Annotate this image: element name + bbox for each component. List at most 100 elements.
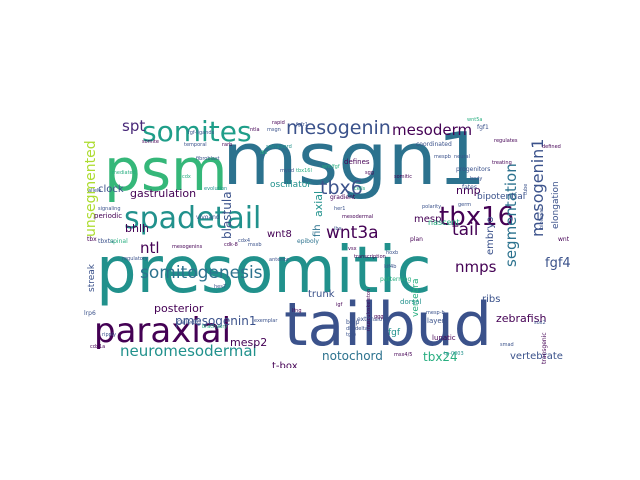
- word-progenitors: progenitors: [456, 166, 491, 173]
- word-elongation: elongation: [551, 181, 561, 229]
- word-rarb: rarb: [222, 142, 233, 148]
- word-spadetail: spadetail: [124, 201, 262, 236]
- word-tbxta: tbxta: [98, 238, 114, 245]
- word-posterior: posterior: [154, 302, 204, 315]
- word-fgf4: fgf4: [545, 256, 571, 271]
- word-wnt3a: wnt3a: [326, 223, 379, 243]
- word-cloud: presomitic msgn1 tailbud psm paraxial sp…: [82, 115, 572, 368]
- word-tgfb: tgfb: [346, 332, 357, 338]
- word-streak: streak: [87, 264, 97, 292]
- word-bipotential: bipotential: [477, 192, 526, 202]
- word-wnt: wnt: [558, 236, 570, 243]
- word-embryo: embryo: [485, 216, 496, 255]
- word-musculoskeleton: musculoskeleton: [366, 288, 372, 331]
- word-patterning: patterning: [380, 276, 412, 283]
- word-transcription: transcription: [354, 254, 386, 260]
- word-fgf: fgf: [388, 328, 401, 338]
- word-kif4b: kif4b: [384, 264, 397, 270]
- word-dlc: dlc: [260, 150, 268, 156]
- word-spt: spt: [122, 117, 146, 135]
- word-biologist: biologist: [539, 207, 545, 229]
- word-tail: tail: [452, 220, 479, 240]
- word-wnt-fgf: wnt/fgf: [322, 164, 340, 170]
- word-tbx: tbx: [87, 236, 97, 243]
- word-hoxb: hoxb: [386, 250, 399, 256]
- word-wnt5a: wnt5a: [467, 117, 483, 123]
- word-fih: fih: [312, 224, 323, 237]
- word-somites: somites: [142, 115, 252, 148]
- word-lrp6: lrp6: [84, 310, 96, 317]
- word-her1: her1: [334, 206, 346, 212]
- word-brachyury: brachyury: [202, 324, 228, 330]
- word-smad: smad: [500, 342, 514, 348]
- word-dlc-delta: dlc-delta: [346, 326, 368, 332]
- word-cdx: cdx: [182, 174, 191, 180]
- word-mesoderm: mesoderm: [392, 121, 473, 139]
- word-tp-0003: tp-0003: [444, 351, 464, 357]
- word-evolution: evolution: [204, 186, 228, 192]
- word-plan: plan: [410, 236, 423, 243]
- word-msgn1: msgn1: [222, 117, 487, 201]
- word-bmp: bmp: [346, 319, 360, 326]
- word-paraxial: paraxial: [94, 311, 232, 351]
- word-cdk-8: cdk-8: [224, 242, 238, 248]
- word-defines: defines: [344, 158, 370, 166]
- word-fgfr1: fgfr1: [296, 122, 308, 128]
- word-somitic: somitic: [394, 174, 413, 180]
- word-clock: clock: [98, 184, 124, 195]
- word-pmesogenin1: pmesogenin1: [175, 314, 257, 328]
- word-oscillator: oscillator: [270, 180, 311, 190]
- word-ibx: ibx: [334, 226, 342, 232]
- word-gastrulation: gastrulation: [130, 187, 197, 200]
- word-hes7: hes7: [214, 284, 227, 290]
- word-extension: extension: [357, 316, 387, 323]
- word-epiboly: epiboly: [297, 238, 319, 245]
- word-rapid: rapid: [272, 120, 285, 126]
- word-t-box: t-box: [272, 361, 298, 369]
- word-mediated: mediated: [112, 170, 136, 176]
- word-ribs: ribs: [482, 294, 501, 305]
- word-nmp: nmp: [456, 184, 481, 197]
- word-allele: allele: [88, 188, 102, 194]
- word-treating: treating: [492, 160, 512, 166]
- word-layer: layer: [427, 317, 445, 325]
- word-tbx16: tbx16: [439, 202, 515, 232]
- word-mesogenins: mesogenins: [172, 244, 203, 250]
- word-somite: somite: [142, 139, 159, 145]
- word-ripply: ripply: [102, 332, 117, 338]
- word-coordinated: coordinated: [416, 141, 452, 148]
- word-ggg: ggg: [374, 314, 384, 320]
- word-vsx: vsx: [348, 246, 357, 252]
- word-myod: myod: [280, 168, 295, 174]
- word-msgn: msgn: [267, 127, 281, 133]
- word-mespb: mespb: [434, 154, 451, 160]
- word-transgenic: transgenic: [541, 332, 548, 364]
- word-dorsal: dorsal: [400, 298, 422, 306]
- word-anterior: anterior: [269, 257, 289, 263]
- word-gradient: gradient: [330, 194, 356, 201]
- word-bhlh: bhlh: [125, 222, 149, 235]
- word-ntla: ntla: [250, 127, 260, 133]
- word-vivoand: vivoand: [196, 214, 220, 221]
- word-presomitic: presomitic: [96, 234, 432, 308]
- word-body: body: [470, 176, 483, 182]
- word-mesp: mesp: [414, 214, 442, 225]
- word-lfng: lfng: [292, 308, 302, 314]
- word-tbx6: tbx6: [320, 177, 363, 199]
- word-temporal: temporal: [184, 142, 207, 148]
- word-tailbud: tailbud: [284, 290, 492, 360]
- word-vertebrate: vertebrate: [510, 351, 563, 362]
- word-blastula: blastula: [220, 191, 234, 239]
- word-mesp2: mesp2: [230, 336, 268, 349]
- word-zebrafish: zebrafish: [496, 312, 547, 325]
- word-defined: defined: [542, 144, 561, 150]
- word-notochord: notochord: [322, 349, 383, 363]
- word-mesogenin: mesogenin: [286, 117, 391, 139]
- word-somitogenesis: somitogenesis: [140, 263, 263, 283]
- word-mesp-b: mesp-b: [426, 310, 445, 316]
- word-msxb: msxb: [248, 242, 262, 248]
- word-cdx4: cdx4: [238, 238, 251, 244]
- word-psm: psm: [104, 136, 228, 204]
- word-spinalcord: spinalcord: [266, 144, 292, 150]
- word-cells: cells: [354, 186, 366, 192]
